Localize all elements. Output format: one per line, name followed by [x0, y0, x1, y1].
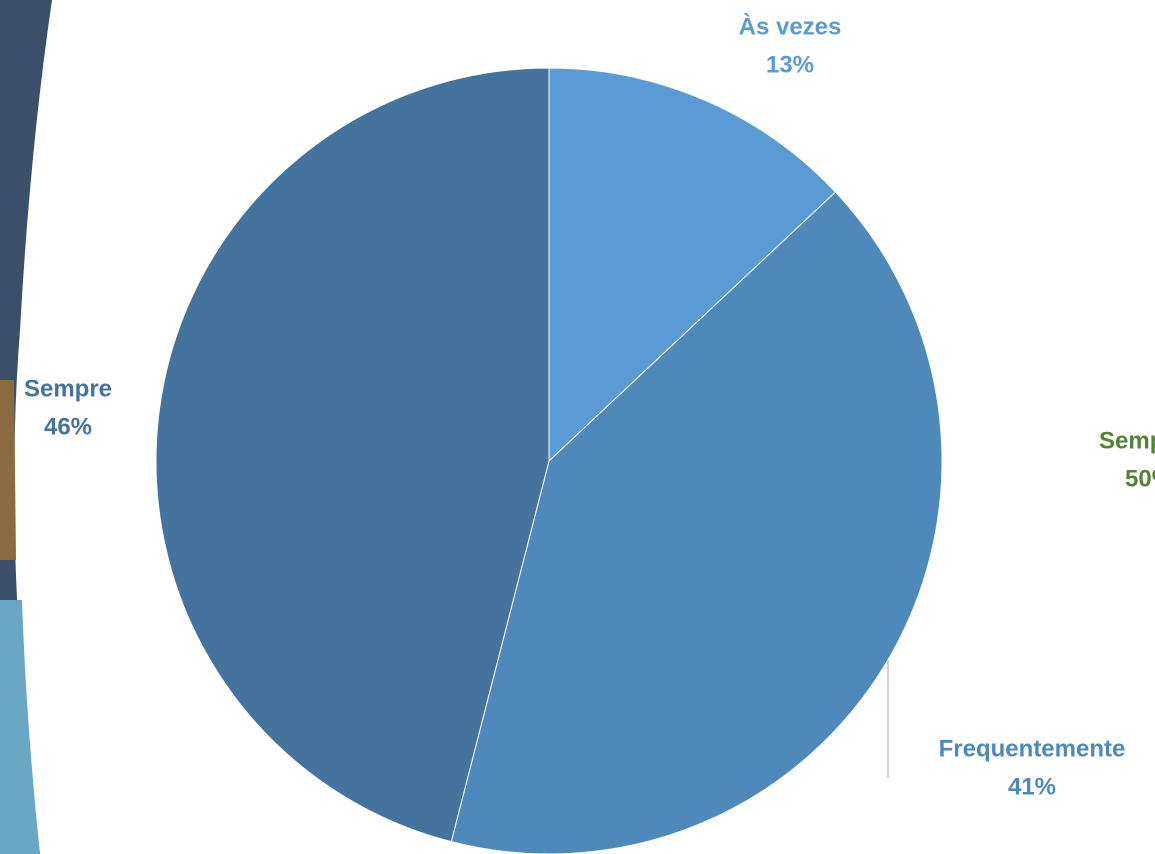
- slice-label: Sempre: [24, 375, 112, 402]
- pie-slice: [548, 67, 837, 463]
- slice-value-label: 46%: [44, 413, 92, 440]
- background-decoration: [0, 380, 16, 560]
- slice-label: Às vezes: [739, 12, 842, 40]
- pie-slice: [155, 67, 550, 843]
- slice-value-label: 13%: [766, 51, 814, 78]
- annotation: Sempre: [1099, 427, 1155, 454]
- slice-label: Frequentemente: [939, 735, 1126, 762]
- pie-slice: [450, 191, 943, 854]
- slice-value-label: 41%: [1008, 773, 1056, 800]
- background-decoration: [0, 600, 40, 854]
- annotation: 50%: [1125, 465, 1155, 492]
